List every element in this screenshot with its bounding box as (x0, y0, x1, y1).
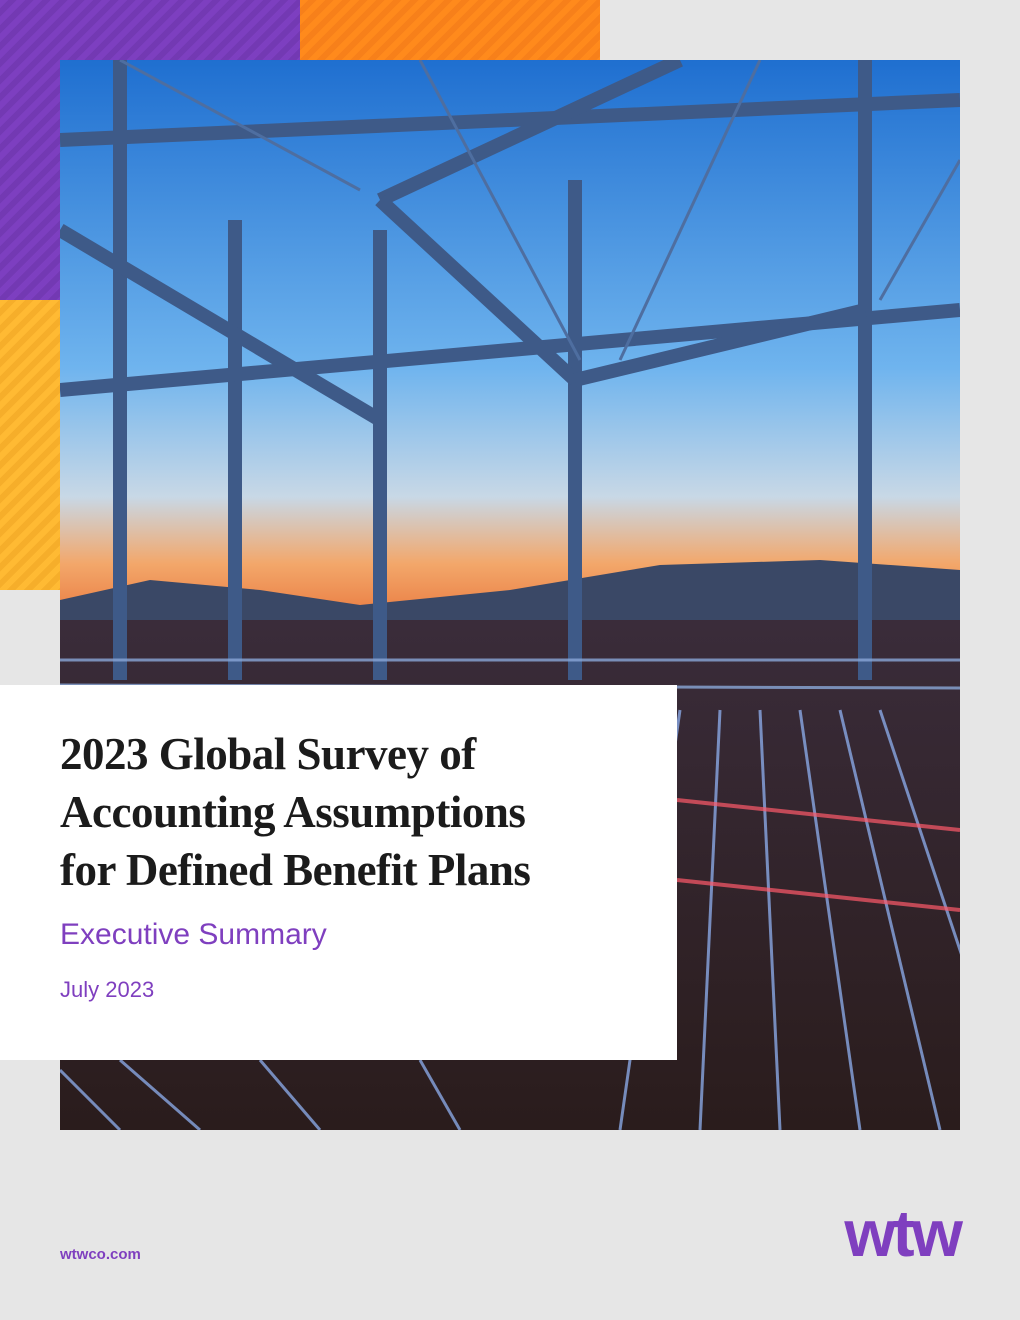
subtitle: Executive Summary (60, 918, 327, 951)
orange-block (300, 0, 600, 60)
title-line: Accounting Assumptions (60, 787, 526, 837)
title-line: for Defined Benefit Plans (60, 845, 531, 895)
website: wtwco.com (60, 1246, 141, 1263)
title-card: 2023 Global Survey of Accounting Assumpt… (0, 685, 677, 1060)
yellow-block (0, 300, 60, 590)
date: July 2023 (60, 977, 155, 1002)
title-line: 2023 Global Survey of (60, 729, 476, 779)
title: 2023 Global Survey of Accounting Assumpt… (60, 725, 531, 899)
logo: wtw (844, 1196, 963, 1270)
